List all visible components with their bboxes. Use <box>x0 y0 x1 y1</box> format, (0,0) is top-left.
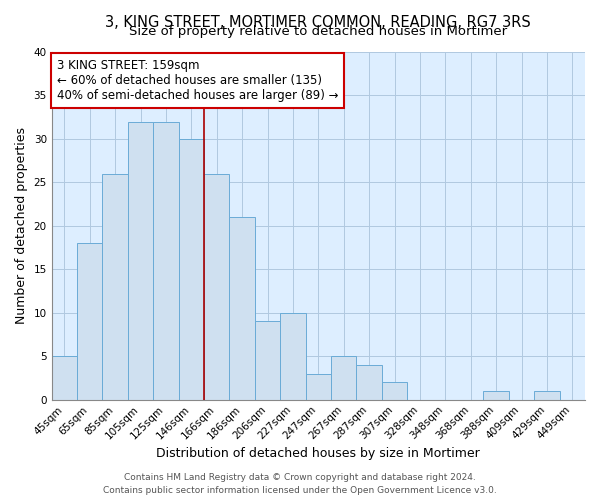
Bar <box>204 174 229 400</box>
X-axis label: Distribution of detached houses by size in Mortimer: Distribution of detached houses by size … <box>157 447 480 460</box>
Bar <box>356 365 382 400</box>
Bar <box>128 122 153 400</box>
Y-axis label: Number of detached properties: Number of detached properties <box>15 128 28 324</box>
Bar <box>484 391 509 400</box>
Bar <box>280 313 305 400</box>
Bar <box>305 374 331 400</box>
Bar <box>103 174 128 400</box>
Bar <box>229 217 255 400</box>
Bar <box>153 122 179 400</box>
Bar <box>77 243 103 400</box>
Bar <box>382 382 407 400</box>
Title: 3, KING STREET, MORTIMER COMMON, READING, RG7 3RS: 3, KING STREET, MORTIMER COMMON, READING… <box>106 15 531 30</box>
Bar <box>52 356 77 400</box>
Text: Size of property relative to detached houses in Mortimer: Size of property relative to detached ho… <box>129 25 508 38</box>
Text: Contains HM Land Registry data © Crown copyright and database right 2024.
Contai: Contains HM Land Registry data © Crown c… <box>103 474 497 495</box>
Bar <box>534 391 560 400</box>
Bar <box>179 139 204 400</box>
Text: 3 KING STREET: 159sqm
← 60% of detached houses are smaller (135)
40% of semi-det: 3 KING STREET: 159sqm ← 60% of detached … <box>57 59 338 102</box>
Bar <box>255 322 280 400</box>
Bar <box>331 356 356 400</box>
